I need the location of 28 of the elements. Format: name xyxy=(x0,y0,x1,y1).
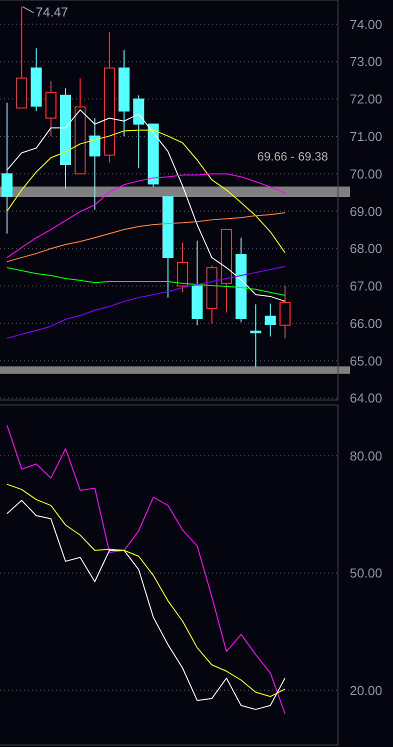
band-label: 69.66 - 69.38 xyxy=(257,150,328,164)
line-series xyxy=(6,130,286,254)
y-tick-label: 66.00 xyxy=(350,316,382,331)
y-tick-label: 67.00 xyxy=(350,278,382,294)
line-series xyxy=(6,173,286,258)
y-tick-label: 50.00 xyxy=(350,566,382,581)
y-tick-label: 65.00 xyxy=(350,353,382,368)
candlestick xyxy=(2,102,12,234)
y-tick-label: 72.00 xyxy=(350,92,382,107)
y-tick-label: 20.00 xyxy=(350,682,382,698)
candlestick xyxy=(264,303,276,337)
line-series xyxy=(6,266,286,339)
y-tick-label: 73.00 xyxy=(350,54,382,70)
annotation: 74.47 xyxy=(36,4,68,20)
y-tick-label: 74.00 xyxy=(350,16,382,32)
candlestick xyxy=(250,304,262,368)
y-tick-label: 80.00 xyxy=(350,448,382,464)
candlestick xyxy=(177,242,188,293)
line-series xyxy=(6,424,286,714)
y-tick-label: 68.00 xyxy=(350,241,382,256)
y-tick-label: 64.00 xyxy=(350,390,382,406)
candlestick xyxy=(279,285,290,339)
y-tick-label: 70.00 xyxy=(350,166,382,182)
y-tick-label: 71.00 xyxy=(350,129,382,144)
line-series xyxy=(6,212,286,262)
line-series xyxy=(6,267,286,296)
y-tick-label: 69.00 xyxy=(350,204,382,219)
candlestick xyxy=(89,118,100,210)
